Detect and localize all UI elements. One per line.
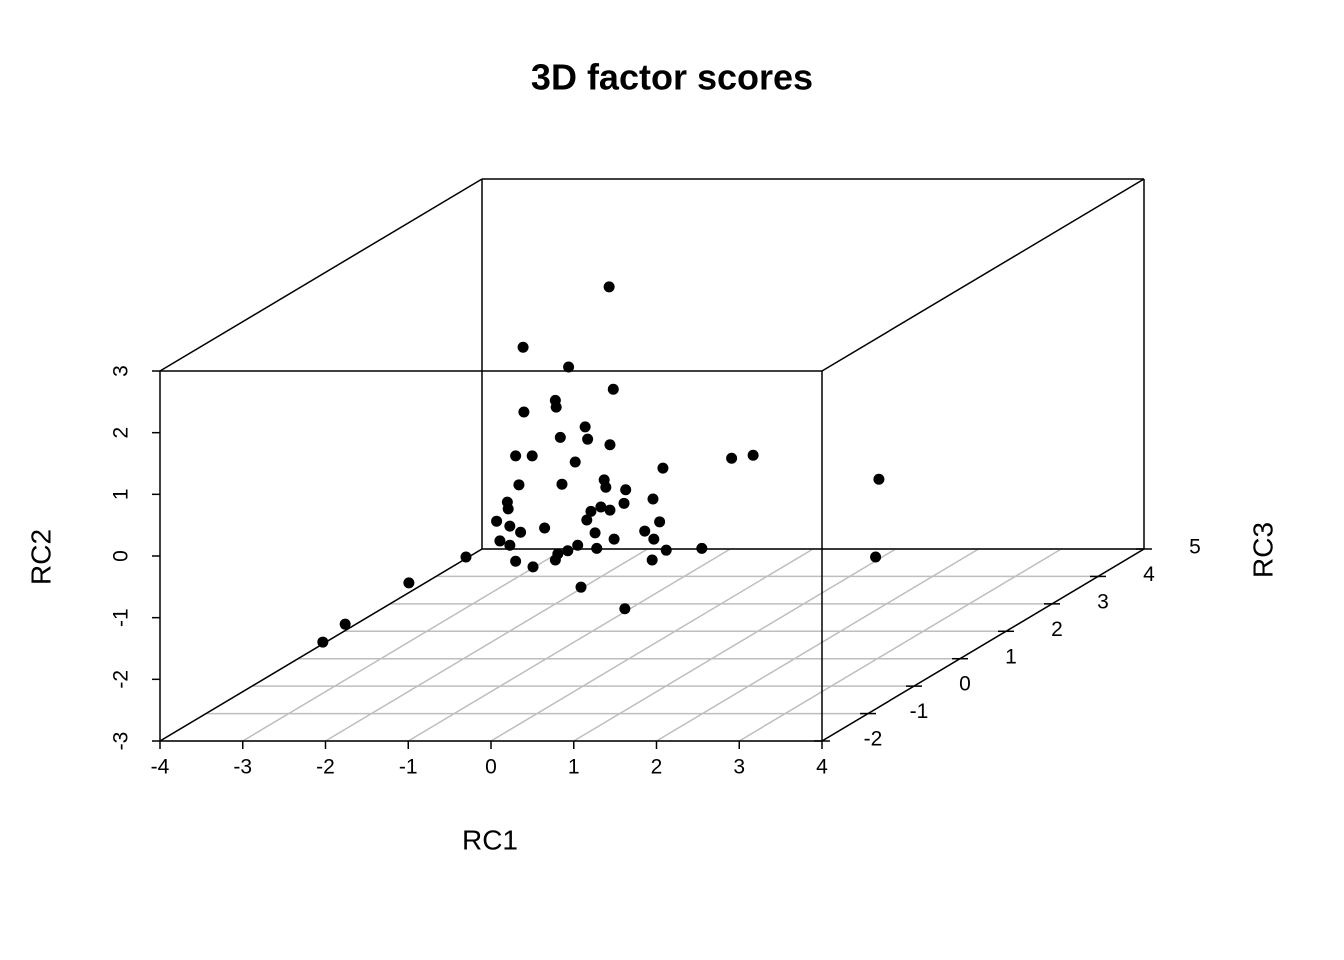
y-axis-label: RC2 bbox=[25, 529, 56, 585]
point bbox=[518, 406, 530, 418]
point bbox=[639, 525, 651, 537]
point bbox=[460, 551, 472, 563]
point bbox=[515, 526, 527, 538]
x-tick-label: 0 bbox=[485, 756, 497, 779]
x-axis-label: RC1 bbox=[462, 824, 518, 855]
grid-line bbox=[490, 548, 814, 742]
point bbox=[549, 554, 561, 566]
box-edge bbox=[159, 178, 483, 372]
point bbox=[607, 383, 619, 395]
point bbox=[569, 456, 581, 468]
point bbox=[747, 449, 759, 461]
y-tick-label: 0 bbox=[110, 550, 133, 562]
point bbox=[589, 527, 601, 539]
point bbox=[339, 618, 351, 630]
point bbox=[562, 545, 574, 557]
point bbox=[539, 522, 551, 534]
point bbox=[657, 462, 669, 474]
point bbox=[517, 341, 529, 353]
point bbox=[317, 636, 329, 648]
point bbox=[572, 539, 584, 551]
x-tick-label: 2 bbox=[651, 756, 663, 779]
point bbox=[403, 577, 415, 589]
point bbox=[504, 520, 516, 532]
point bbox=[510, 555, 522, 567]
point bbox=[491, 515, 503, 527]
point bbox=[873, 473, 885, 485]
point bbox=[646, 554, 658, 566]
point bbox=[608, 533, 620, 545]
point bbox=[604, 439, 616, 451]
point bbox=[591, 542, 603, 554]
grid-line bbox=[242, 548, 566, 742]
point bbox=[660, 544, 672, 556]
point bbox=[579, 421, 591, 433]
x-tick-label: -4 bbox=[151, 756, 170, 779]
box-edge bbox=[821, 178, 1145, 372]
point bbox=[654, 516, 666, 528]
point bbox=[504, 539, 516, 551]
z-axis-label: RC3 bbox=[1247, 522, 1278, 578]
point bbox=[527, 561, 539, 573]
point bbox=[603, 281, 615, 293]
point bbox=[619, 603, 631, 615]
y-tick-label: -3 bbox=[110, 732, 133, 751]
x-tick-label: -1 bbox=[399, 756, 418, 779]
grid-line bbox=[573, 548, 897, 742]
grid-line bbox=[325, 548, 648, 742]
z-tick-label: -2 bbox=[864, 728, 883, 751]
point bbox=[513, 479, 525, 491]
y-tick-label: -1 bbox=[110, 608, 133, 627]
point bbox=[582, 433, 594, 445]
grid-line bbox=[738, 548, 1062, 742]
point bbox=[595, 501, 607, 513]
z-tick-label: 5 bbox=[1189, 536, 1201, 559]
z-tick-label: 0 bbox=[959, 673, 971, 696]
point bbox=[554, 431, 566, 443]
x-tick-label: -3 bbox=[233, 756, 252, 779]
point bbox=[585, 505, 597, 517]
point bbox=[870, 551, 882, 563]
y-tick-label: -2 bbox=[110, 670, 133, 689]
point bbox=[604, 504, 616, 516]
point bbox=[696, 542, 708, 554]
point bbox=[502, 503, 514, 515]
x-tick-label: 1 bbox=[568, 756, 580, 779]
point bbox=[526, 450, 538, 462]
y-tick-label: 2 bbox=[110, 427, 133, 439]
point bbox=[494, 535, 506, 547]
point bbox=[648, 533, 660, 545]
point bbox=[647, 493, 659, 505]
point bbox=[550, 401, 562, 413]
y-tick-label: 1 bbox=[110, 488, 133, 500]
z-tick-label: 2 bbox=[1051, 618, 1063, 641]
z-tick-label: -1 bbox=[910, 700, 929, 723]
x-tick-label: 4 bbox=[816, 756, 828, 779]
box-edge bbox=[821, 548, 1145, 742]
y-tick-label: 3 bbox=[110, 365, 133, 377]
point bbox=[620, 484, 632, 496]
z-tick-label: 3 bbox=[1097, 590, 1109, 613]
x-tick-label: -2 bbox=[316, 756, 335, 779]
point bbox=[575, 581, 587, 593]
grid-line bbox=[407, 548, 731, 742]
point bbox=[510, 450, 522, 462]
point bbox=[581, 514, 593, 526]
x-tick-label: 3 bbox=[733, 756, 745, 779]
point bbox=[618, 497, 630, 509]
chart-title: 3D factor scores bbox=[531, 57, 813, 98]
z-tick-label: 1 bbox=[1005, 645, 1017, 668]
point bbox=[726, 452, 738, 464]
z-tick-label: 4 bbox=[1143, 563, 1155, 586]
point bbox=[600, 481, 612, 493]
point bbox=[563, 361, 575, 373]
point bbox=[556, 478, 568, 490]
grid-line bbox=[656, 548, 979, 742]
